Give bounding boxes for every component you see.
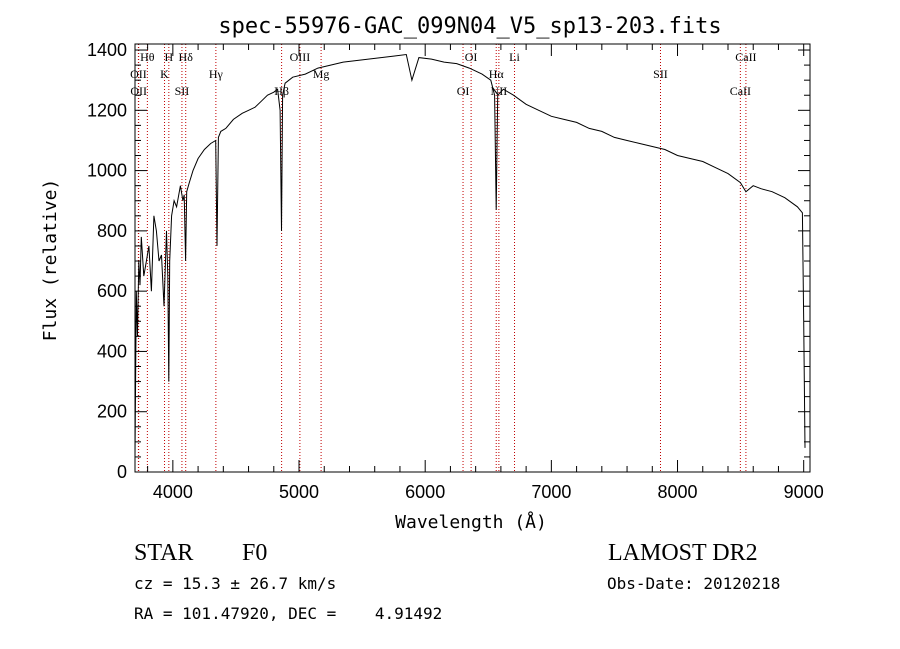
observation-date: Obs-Date: 20120218: [607, 574, 781, 593]
spectral-line-label: SII: [653, 67, 668, 81]
chart-title: spec-55976-GAC_099N04_V5_sp13-203.fits: [218, 14, 721, 39]
y-tick-label: 400: [97, 341, 127, 361]
y-tick-label: 1400: [87, 40, 127, 60]
spectral-line-label: Mg: [313, 67, 330, 81]
spectral-line-label: Hα: [489, 67, 505, 81]
y-tick-label: 800: [97, 221, 127, 241]
spectral-line-label: SII: [175, 84, 190, 98]
x-axis-ticks: 4000 5000 6000 7000 8000 9000: [147, 44, 824, 502]
spectral-line-label: Hδ: [179, 50, 194, 64]
survey-name: LAMOST DR2: [608, 540, 758, 566]
spectral-line-label: Hγ: [209, 67, 224, 81]
x-tick-label: 8000: [657, 482, 697, 502]
spectral-line-label: OI: [465, 50, 478, 64]
spectral-line-label: OII: [130, 67, 147, 81]
y-tick-label: 1200: [87, 100, 127, 120]
spectral-line-label: OI: [457, 84, 470, 98]
spectral-line-label: K: [160, 67, 169, 81]
spectral-line-label: OII: [130, 84, 147, 98]
x-tick-label: 5000: [279, 482, 319, 502]
ra-dec-info: RA = 101.47920, DEC = 4.91492: [134, 604, 443, 623]
y-tick-label: 0: [117, 462, 127, 482]
spectrum-line: [134, 53, 806, 457]
spectral-line-label: H: [164, 50, 173, 64]
x-tick-label: 7000: [531, 482, 571, 502]
spectral-line-label: OIII: [290, 50, 311, 64]
y-axis-ticks: 0 200 400 600 800 1000 1200 1400: [87, 40, 810, 482]
plot-frame: [134, 43, 811, 473]
x-axis-label: Wavelength (Å): [395, 511, 547, 533]
y-axis-label: Flux (relative): [40, 179, 61, 342]
x-tick-label: 6000: [405, 482, 445, 502]
object-subclass: F0: [242, 540, 268, 566]
y-tick-label: 200: [97, 402, 127, 422]
spectral-line-labels: HθOIIOIIHKSIIHδHγHβOIIIMgOIOIHαNIILiSIIC…: [130, 50, 757, 98]
spectral-line-label: Hβ: [274, 84, 289, 98]
spectral-line-label: CaII: [735, 50, 756, 64]
redshift-info: cz = 15.3 ± 26.7 km/s: [134, 574, 337, 593]
spectral-line-label: Hθ: [140, 50, 155, 64]
y-tick-label: 600: [97, 281, 127, 301]
object-class: STAR: [134, 540, 194, 566]
x-tick-label: 4000: [153, 482, 193, 502]
spectral-line-label: CaII: [730, 84, 751, 98]
spectral-line-markers: [137, 44, 747, 472]
spectral-line-label: Li: [509, 50, 520, 64]
y-tick-label: 1000: [87, 161, 127, 181]
x-tick-label: 9000: [784, 482, 824, 502]
